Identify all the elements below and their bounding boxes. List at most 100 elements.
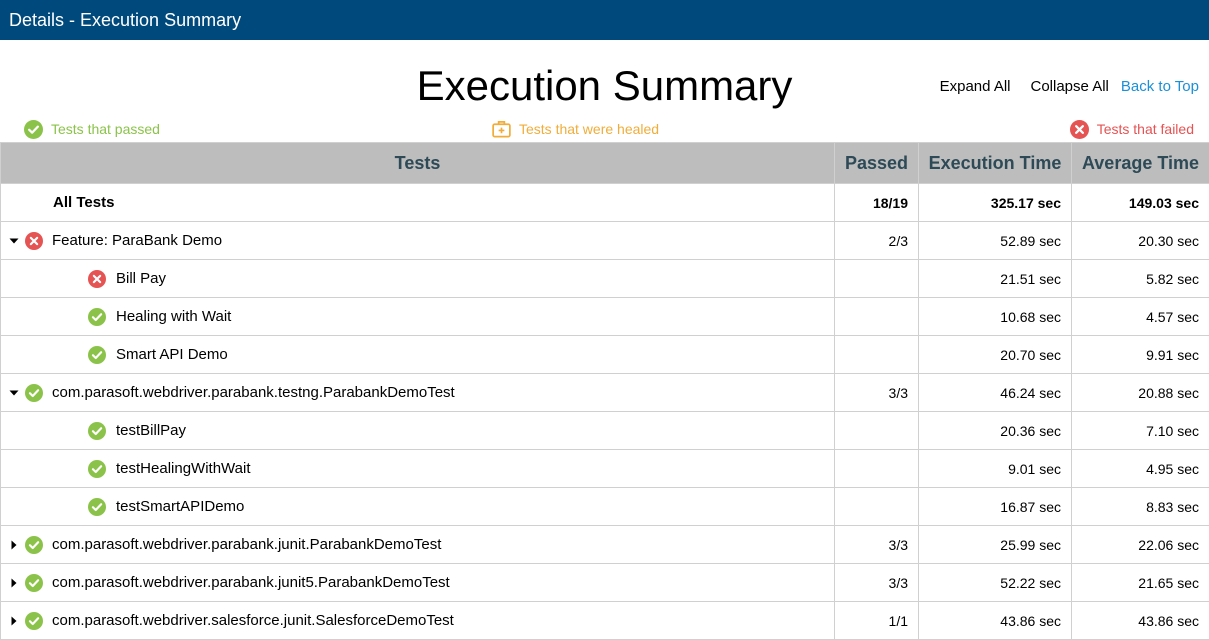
test-case-average-time: 4.57 sec — [1072, 298, 1209, 336]
test-case-name: Smart API Demo — [1, 336, 834, 373]
caret-right-icon — [9, 540, 19, 550]
error-circle-icon — [88, 270, 106, 288]
check-circle-icon — [25, 574, 43, 592]
test-case-label[interactable]: Smart API Demo — [116, 346, 228, 363]
collapse-toggle[interactable] — [7, 236, 21, 246]
status-icon-wrapper — [25, 384, 43, 402]
caret-down-icon — [9, 388, 19, 398]
test-group-execution-time: 43.86 sec — [919, 602, 1072, 640]
test-case-name: Healing with Wait — [1, 298, 834, 335]
legend-passed: Tests that passed — [24, 118, 160, 140]
status-icon-wrapper — [88, 346, 106, 364]
test-group-name: Feature: ParaBank Demo — [1, 222, 834, 259]
test-group-label[interactable]: com.parasoft.webdriver.parabank.testng.P… — [52, 384, 455, 401]
test-group-row[interactable]: com.parasoft.webdriver.parabank.junit5.P… — [1, 564, 1209, 602]
test-case-execution-time: 10.68 sec — [919, 298, 1072, 336]
check-circle-icon — [25, 612, 43, 630]
test-group-row[interactable]: com.parasoft.webdriver.salesforce.junit.… — [1, 602, 1209, 640]
test-case-passed — [835, 412, 919, 450]
expand-toggle[interactable] — [7, 540, 21, 550]
expand-toggle[interactable] — [7, 578, 21, 588]
header-execution-time[interactable]: Execution Time — [919, 143, 1072, 184]
test-group-name: com.parasoft.webdriver.parabank.junit5.P… — [1, 564, 834, 601]
test-group-name: com.parasoft.webdriver.parabank.junit.Pa… — [1, 526, 834, 563]
header-tests[interactable]: Tests — [1, 143, 835, 184]
test-case-name: Bill Pay — [1, 260, 834, 297]
all-tests-average-time: 149.03 sec — [1072, 184, 1209, 222]
collapse-toggle[interactable] — [7, 388, 21, 398]
header-average-time[interactable]: Average Time — [1072, 143, 1209, 184]
collapse-all-link[interactable]: Collapse All — [1031, 77, 1109, 97]
check-circle-icon — [25, 536, 43, 554]
test-group-passed: 3/3 — [835, 564, 919, 602]
test-group-average-time: 20.88 sec — [1072, 374, 1209, 412]
test-group-execution-time: 46.24 sec — [919, 374, 1072, 412]
legend-failed-label: Tests that failed — [1097, 118, 1194, 140]
test-case-passed — [835, 336, 919, 374]
status-icon-wrapper — [88, 498, 106, 516]
check-circle-icon — [88, 346, 106, 364]
legend-failed: Tests that failed — [1070, 118, 1194, 140]
test-group-label[interactable]: com.parasoft.webdriver.parabank.junit5.P… — [52, 574, 450, 591]
window-title-bar: Details - Execution Summary — [0, 0, 1209, 40]
check-circle-icon — [88, 460, 106, 478]
test-group-passed: 2/3 — [835, 222, 919, 260]
test-group-name: com.parasoft.webdriver.parabank.testng.P… — [1, 374, 834, 411]
check-circle-icon — [88, 498, 106, 516]
test-case-name-cell: Healing with Wait — [1, 298, 835, 336]
status-icon-wrapper — [25, 536, 43, 554]
test-group-row[interactable]: com.parasoft.webdriver.parabank.junit.Pa… — [1, 526, 1209, 564]
status-icon-wrapper — [88, 270, 106, 288]
expand-toggle[interactable] — [7, 616, 21, 626]
test-case-label[interactable]: testHealingWithWait — [116, 460, 251, 477]
back-to-top-link[interactable]: Back to Top — [1121, 77, 1199, 97]
status-icon-wrapper — [25, 574, 43, 592]
expand-all-link[interactable]: Expand All — [940, 77, 1011, 97]
test-case-label[interactable]: testSmartAPIDemo — [116, 498, 244, 515]
legend-passed-label: Tests that passed — [51, 118, 160, 140]
test-group-name-cell: com.parasoft.webdriver.salesforce.junit.… — [1, 602, 835, 640]
test-group-average-time: 43.86 sec — [1072, 602, 1209, 640]
test-case-execution-time: 20.36 sec — [919, 412, 1072, 450]
test-case-name: testSmartAPIDemo — [1, 488, 834, 525]
header-passed[interactable]: Passed — [835, 143, 919, 184]
window-title: Details - Execution Summary — [9, 10, 241, 30]
test-case-average-time: 4.95 sec — [1072, 450, 1209, 488]
test-group-label[interactable]: Feature: ParaBank Demo — [52, 232, 222, 249]
check-circle-icon — [88, 308, 106, 326]
test-case-average-time: 7.10 sec — [1072, 412, 1209, 450]
test-case-label[interactable]: Bill Pay — [116, 270, 166, 287]
legend-healed-label: Tests that were healed — [519, 118, 659, 140]
test-group-execution-time: 52.89 sec — [919, 222, 1072, 260]
test-group-label[interactable]: com.parasoft.webdriver.salesforce.junit.… — [52, 612, 454, 629]
test-case-average-time: 5.82 sec — [1072, 260, 1209, 298]
test-group-average-time: 21.65 sec — [1072, 564, 1209, 602]
test-case-name-cell: testHealingWithWait — [1, 450, 835, 488]
test-group-name-cell: com.parasoft.webdriver.parabank.testng.P… — [1, 374, 835, 412]
test-case-passed — [835, 488, 919, 526]
test-case-name-cell: Bill Pay — [1, 260, 835, 298]
medkit-icon — [492, 120, 511, 138]
all-tests-row: All Tests 18/19 325.17 sec 149.03 sec — [1, 184, 1209, 222]
error-circle-icon — [1070, 120, 1089, 139]
test-group-label[interactable]: com.parasoft.webdriver.parabank.junit.Pa… — [52, 536, 441, 553]
test-case-average-time: 9.91 sec — [1072, 336, 1209, 374]
status-icon-wrapper — [88, 422, 106, 440]
test-group-row[interactable]: com.parasoft.webdriver.parabank.testng.P… — [1, 374, 1209, 412]
all-tests-label: All Tests — [1, 184, 835, 222]
test-case-label[interactable]: Healing with Wait — [116, 308, 231, 325]
status-icon-wrapper — [88, 308, 106, 326]
test-case-label[interactable]: testBillPay — [116, 422, 186, 439]
test-group-average-time: 22.06 sec — [1072, 526, 1209, 564]
caret-right-icon — [9, 578, 19, 588]
status-icon-wrapper — [25, 232, 43, 250]
status-icon-wrapper — [88, 460, 106, 478]
test-case-name: testHealingWithWait — [1, 450, 834, 487]
